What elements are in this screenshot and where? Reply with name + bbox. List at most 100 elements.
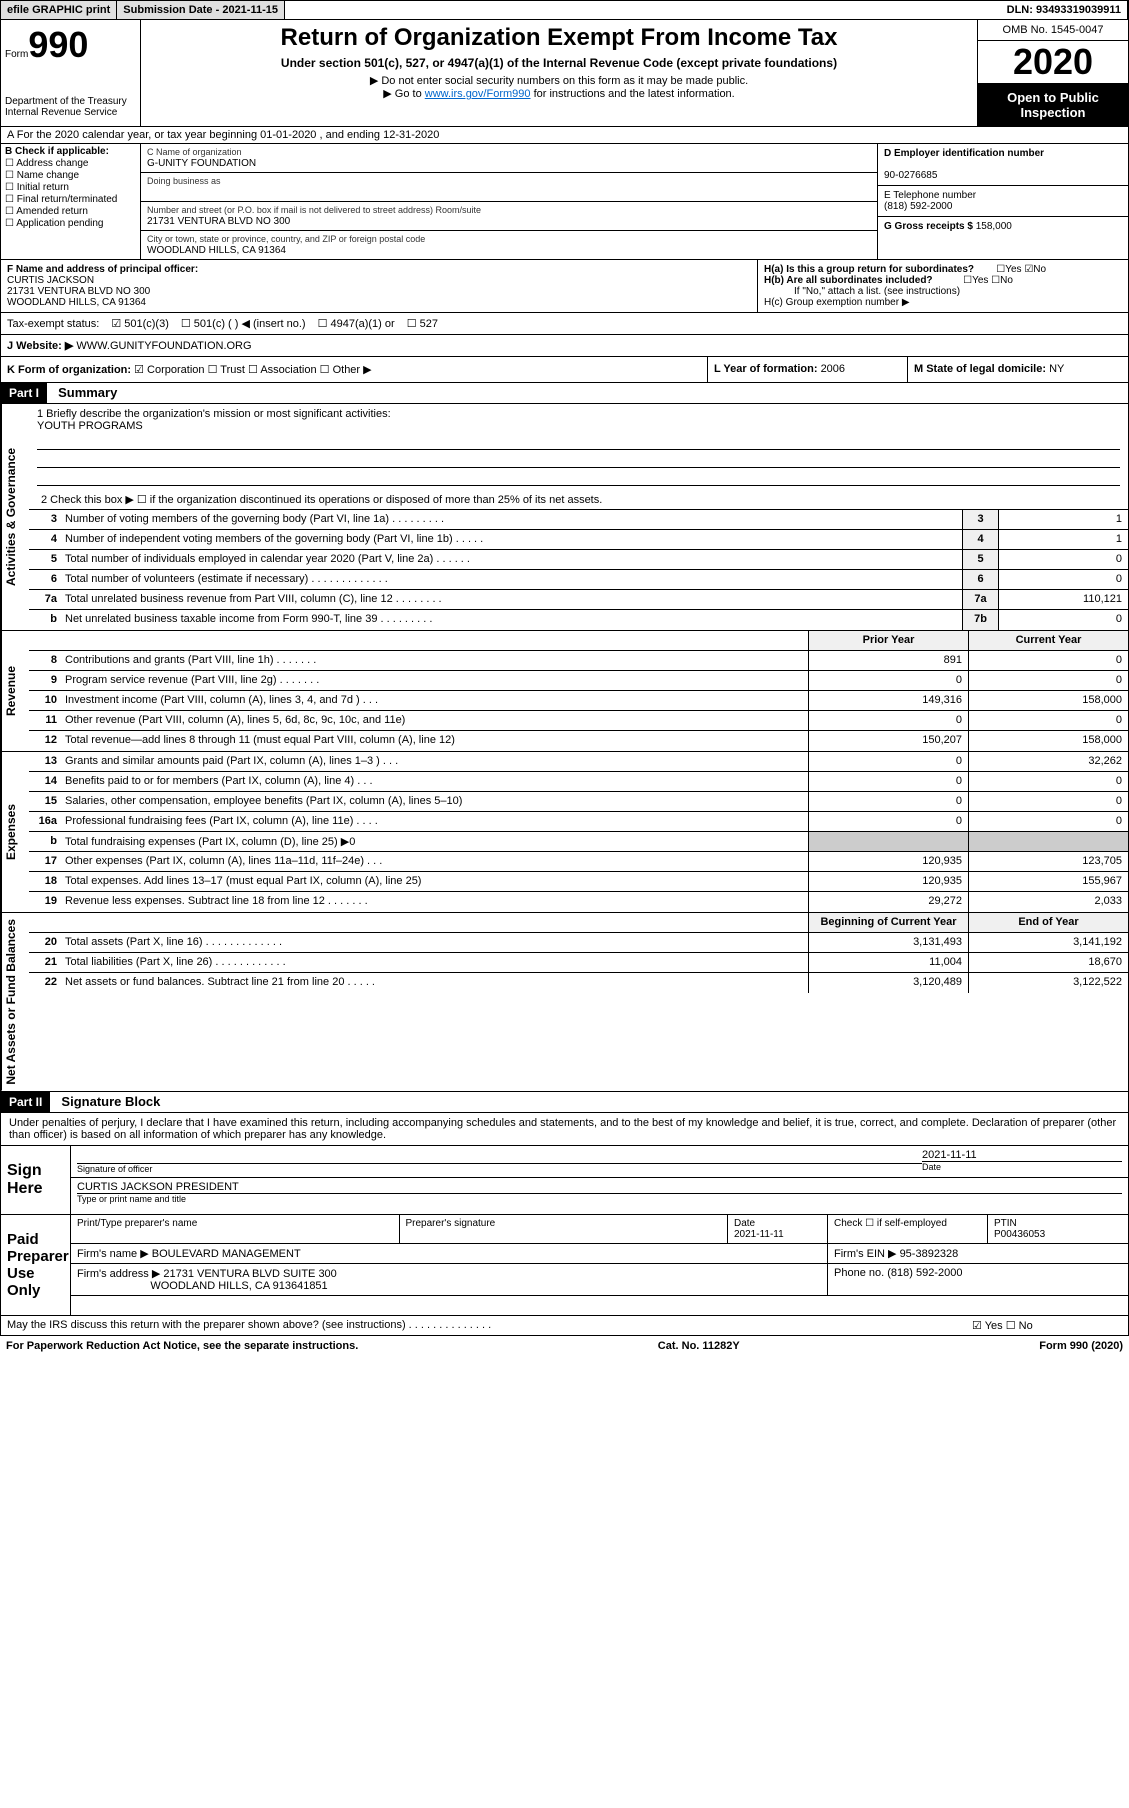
- col-b-header: B Check if applicable:: [5, 146, 109, 157]
- footer-cat: Cat. No. 11282Y: [658, 1340, 740, 1352]
- org-name: G-UNITY FOUNDATION: [147, 158, 256, 169]
- city-state-zip: WOODLAND HILLS, CA 91364: [147, 245, 286, 256]
- opt-trust[interactable]: Trust: [220, 364, 245, 376]
- footer-form: Form 990 (2020): [1039, 1340, 1123, 1352]
- gov-line: 7aTotal unrelated business revenue from …: [29, 590, 1128, 610]
- submission-date: Submission Date - 2021-11-15: [117, 1, 285, 19]
- opt-assoc[interactable]: Association: [260, 364, 316, 376]
- page-footer: For Paperwork Reduction Act Notice, see …: [0, 1336, 1129, 1356]
- preparer-grid: Print/Type preparer's name Preparer's si…: [71, 1215, 1128, 1244]
- side-net: Net Assets or Fund Balances: [1, 913, 29, 1091]
- row-klm: K Form of organization: ☑ Corporation ☐ …: [0, 357, 1129, 383]
- summary-line: 19Revenue less expenses. Subtract line 1…: [29, 892, 1128, 912]
- hdr-end-year: End of Year: [968, 913, 1128, 932]
- part1-badge: Part I: [1, 383, 47, 403]
- ptin-cell: PTINP00436053: [988, 1215, 1128, 1244]
- form-title: Return of Organization Exempt From Incom…: [149, 24, 969, 52]
- part2-header-row: Part II Signature Block: [0, 1092, 1129, 1113]
- chk-name[interactable]: ☐ Name change: [5, 170, 136, 181]
- section-expenses: Expenses 13Grants and similar amounts pa…: [0, 752, 1129, 913]
- hc-row: H(c) Group exemption number ▶: [764, 297, 1122, 308]
- tax-year: 2020: [978, 41, 1128, 84]
- tel-value: (818) 592-2000: [884, 201, 952, 212]
- website-label: J Website: ▶: [7, 340, 73, 352]
- irs-link[interactable]: www.irs.gov/Form990: [425, 88, 531, 100]
- firm-name-row: Firm's name ▶ BOULEVARD MANAGEMENT: [71, 1244, 828, 1263]
- chk-final[interactable]: ☐ Final return/terminated: [5, 194, 136, 205]
- gov-line: 4Number of independent voting members of…: [29, 530, 1128, 550]
- state-domicile: NY: [1049, 363, 1064, 375]
- section-revenue: Revenue Prior Year Current Year 8Contrib…: [0, 631, 1129, 752]
- sig-officer-label: Signature of officer: [77, 1163, 922, 1174]
- row-fh: F Name and address of principal officer:…: [0, 260, 1129, 313]
- form-number: 990: [28, 24, 88, 65]
- gov-line: 6Total number of volunteers (estimate if…: [29, 570, 1128, 590]
- dln: DLN: 93493319039911: [1001, 1, 1128, 19]
- hdr-begin-year: Beginning of Current Year: [808, 913, 968, 932]
- paid-preparer-label: Paid Preparer Use Only: [1, 1215, 71, 1315]
- chk-initial[interactable]: ☐ Initial return: [5, 182, 136, 193]
- identification-grid: B Check if applicable: ☐ Address change …: [0, 144, 1129, 260]
- omb-number: OMB No. 1545-0047: [978, 20, 1128, 41]
- col-f-officer: F Name and address of principal officer:…: [1, 260, 758, 312]
- prep-name-label: Print/Type preparer's name: [71, 1215, 400, 1244]
- chk-address[interactable]: ☐ Address change: [5, 158, 136, 169]
- sig-date: 2021-11-11: [922, 1149, 977, 1161]
- row-a-period: A For the 2020 calendar year, or tax yea…: [0, 127, 1129, 144]
- city-label: City or town, state or province, country…: [147, 234, 425, 244]
- summary-line: 12Total revenue—add lines 8 through 11 (…: [29, 731, 1128, 751]
- col-c-org: C Name of organizationG-UNITY FOUNDATION…: [141, 144, 878, 259]
- opt-other[interactable]: Other ▶: [333, 364, 372, 376]
- gross-value: 158,000: [976, 221, 1012, 232]
- footer-paperwork: For Paperwork Reduction Act Notice, see …: [6, 1340, 358, 1352]
- open-public-badge: Open to Public Inspection: [978, 84, 1128, 126]
- side-governance: Activities & Governance: [1, 404, 29, 630]
- type-name-label: Type or print name and title: [77, 1193, 1122, 1204]
- website-value: WWW.GUNITYFOUNDATION.ORG: [76, 340, 251, 352]
- chk-4947[interactable]: ☐ 4947(a)(1) or: [318, 317, 395, 330]
- signature-block: Under penalties of perjury, I declare th…: [0, 1113, 1129, 1336]
- sign-here-label: Sign Here: [1, 1146, 71, 1214]
- col-d-right: D Employer identification number90-02766…: [878, 144, 1128, 259]
- part1-header-row: Part I Summary: [0, 383, 1129, 404]
- firm-phone-row: Phone no. (818) 592-2000: [828, 1264, 1128, 1295]
- row-j-website: J Website: ▶ WWW.GUNITYFOUNDATION.ORG: [0, 335, 1129, 357]
- firm-ein-row: Firm's EIN ▶ 95-3892328: [828, 1244, 1128, 1263]
- prep-date-cell: Date2021-11-11: [728, 1215, 828, 1244]
- opt-corp[interactable]: Corporation: [147, 364, 204, 376]
- note-ssn: ▶ Do not enter social security numbers o…: [149, 74, 969, 87]
- tel-label: E Telephone number: [884, 190, 976, 201]
- summary-line: 15Salaries, other compensation, employee…: [29, 792, 1128, 812]
- sig-date-label: Date: [922, 1161, 1122, 1172]
- gov-line: 5Total number of individuals employed in…: [29, 550, 1128, 570]
- officer-printed-name: CURTIS JACKSON PRESIDENT: [77, 1181, 239, 1193]
- summary-line: 17Other expenses (Part IX, column (A), l…: [29, 852, 1128, 872]
- chk-501c[interactable]: ☐ 501(c) ( ) ◀ (insert no.): [181, 317, 306, 330]
- side-expenses: Expenses: [1, 752, 29, 912]
- form-subtitle: Under section 501(c), 527, or 4947(a)(1)…: [149, 56, 969, 70]
- topbar: efile GRAPHIC print Submission Date - 20…: [0, 0, 1129, 20]
- mission-label: 1 Briefly describe the organization's mi…: [37, 408, 1120, 420]
- chk-501c3[interactable]: ☑ 501(c)(3): [111, 317, 169, 330]
- irs-discuss-answer[interactable]: ☑ Yes ☐ No: [972, 1319, 1122, 1332]
- hdr-current-year: Current Year: [968, 631, 1128, 650]
- summary-line: 13Grants and similar amounts paid (Part …: [29, 752, 1128, 772]
- form-header: Form990 Department of the Treasury Inter…: [0, 20, 1129, 127]
- year-formation: 2006: [821, 363, 845, 375]
- check-self-employed[interactable]: Check ☐ if self-employed: [828, 1215, 988, 1244]
- officer-name: CURTIS JACKSON: [7, 275, 94, 286]
- ein-value: 90-0276685: [884, 170, 937, 181]
- chk-pending[interactable]: ☐ Application pending: [5, 218, 136, 229]
- mission-text: YOUTH PROGRAMS: [37, 420, 1120, 432]
- chk-527[interactable]: ☐ 527: [407, 317, 438, 330]
- gov-line: bNet unrelated business taxable income f…: [29, 610, 1128, 630]
- section-governance: Activities & Governance 1 Briefly descri…: [0, 404, 1129, 631]
- summary-line: 14Benefits paid to or for members (Part …: [29, 772, 1128, 792]
- summary-line: 18Total expenses. Add lines 13–17 (must …: [29, 872, 1128, 892]
- note-link: ▶ Go to www.irs.gov/Form990 for instruct…: [149, 87, 969, 100]
- efile-label[interactable]: efile GRAPHIC print: [1, 1, 117, 19]
- form-org-label: K Form of organization:: [7, 364, 131, 376]
- hdr-prior-year: Prior Year: [808, 631, 968, 650]
- irs-discuss-question: May the IRS discuss this return with the…: [7, 1319, 972, 1332]
- chk-amended[interactable]: ☐ Amended return: [5, 206, 136, 217]
